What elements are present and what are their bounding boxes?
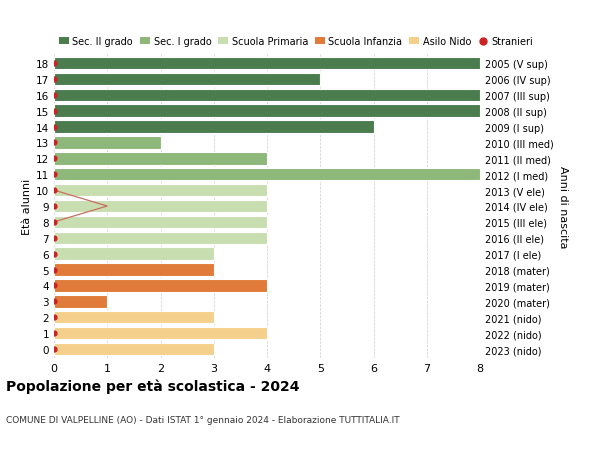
Y-axis label: Età alunni: Età alunni: [22, 179, 32, 235]
Bar: [54, 185, 267, 197]
Legend: Sec. II grado, Sec. I grado, Scuola Primaria, Scuola Infanzia, Asilo Nido, Stran: Sec. II grado, Sec. I grado, Scuola Prim…: [59, 37, 533, 47]
Bar: [54, 73, 320, 86]
Bar: [54, 216, 267, 229]
Bar: [54, 296, 107, 308]
Bar: [54, 137, 161, 149]
Bar: [54, 121, 373, 134]
Y-axis label: Anni di nascita: Anni di nascita: [557, 165, 568, 248]
Bar: [54, 343, 214, 355]
Bar: [54, 105, 480, 118]
Bar: [54, 58, 480, 70]
Bar: [54, 90, 480, 102]
Bar: [54, 153, 267, 165]
Bar: [54, 327, 267, 340]
Bar: [54, 248, 214, 260]
Text: Popolazione per età scolastica - 2024: Popolazione per età scolastica - 2024: [6, 379, 299, 393]
Bar: [54, 264, 214, 276]
Bar: [54, 168, 480, 181]
Bar: [54, 201, 267, 213]
Bar: [54, 280, 267, 292]
Bar: [54, 232, 267, 245]
Text: COMUNE DI VALPELLINE (AO) - Dati ISTAT 1° gennaio 2024 - Elaborazione TUTTITALIA: COMUNE DI VALPELLINE (AO) - Dati ISTAT 1…: [6, 415, 400, 425]
Bar: [54, 311, 214, 324]
